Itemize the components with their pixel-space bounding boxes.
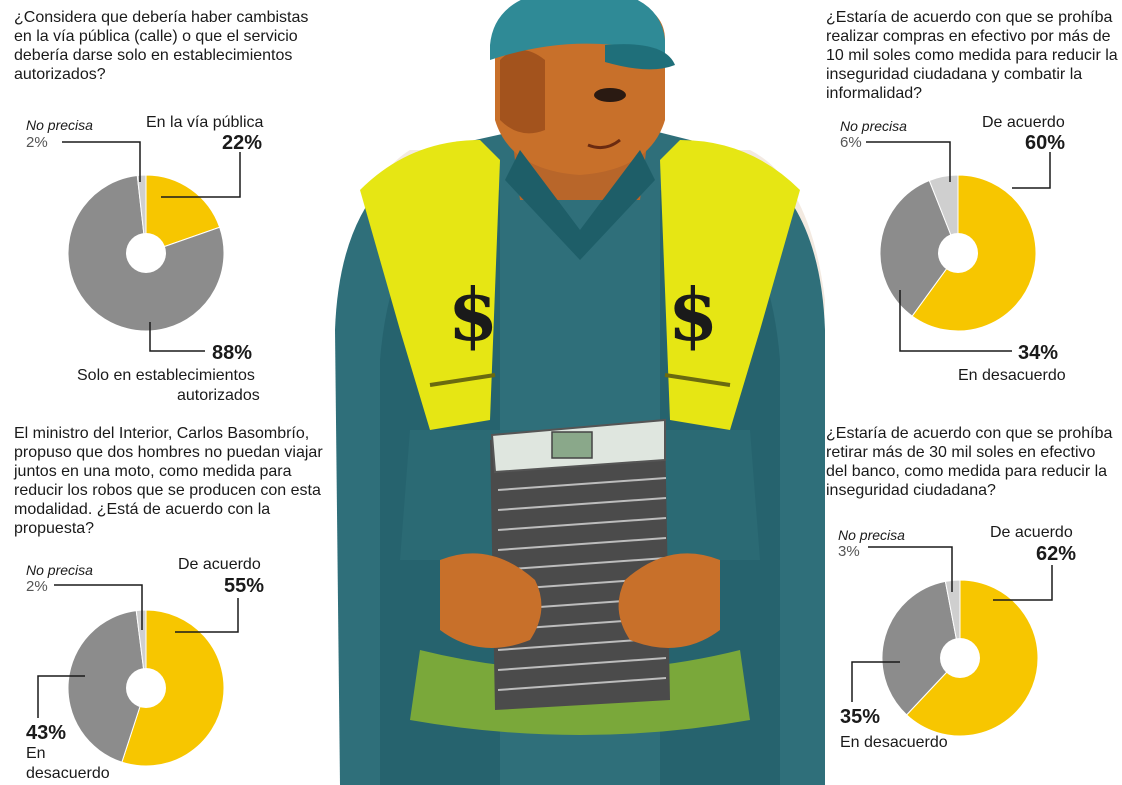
chart4-leader-yes <box>993 565 1053 601</box>
chart4-noprecisa-label: No precisa <box>838 527 905 543</box>
chart2-pie <box>879 174 1037 332</box>
chart1-leader-no <box>149 322 205 352</box>
chart1-yes-label: En la vía pública <box>146 114 264 131</box>
chart3-yes-value: 55% <box>224 575 265 597</box>
chart2-noprecisa-value: 6% <box>840 134 862 151</box>
pie-hole <box>940 638 980 678</box>
chart2-leader-yes <box>1012 152 1051 189</box>
pie-slice-no-precisa <box>928 174 959 254</box>
chart1-no-label-line1: Solo en establecimientos <box>77 367 255 384</box>
chart4-no-value: 35% <box>840 706 881 728</box>
chart2-leader-noprecisa <box>866 141 951 182</box>
chart3-yes-label: De acuerdo <box>178 556 261 573</box>
chart2-no-value: 34% <box>1018 342 1059 364</box>
chart3-leaders <box>37 584 239 718</box>
chart2-leaders <box>866 141 1051 352</box>
chart3-leader-yes <box>175 598 239 633</box>
chart4-leaders <box>851 546 1053 702</box>
chart3-no-label-line1: En <box>26 745 46 762</box>
chart4-no-label: En desacuerdo <box>840 734 948 751</box>
pie-slice-en-desacuerdo <box>67 610 147 763</box>
pie-slice-en-desacuerdo <box>879 179 959 317</box>
chart4-pie <box>881 579 1039 737</box>
chart3-pie <box>67 609 225 767</box>
chart2-yes-value: 60% <box>1025 132 1066 154</box>
money-changer-illustration: $ $ <box>335 0 825 785</box>
pie-slice-de-acuerdo <box>121 609 225 767</box>
chart2-no-label: En desacuerdo <box>958 367 1066 384</box>
dollar-sign-right: $ <box>668 272 718 357</box>
dollar-sign-left: $ <box>448 272 498 357</box>
pie-hole <box>938 233 978 273</box>
chart4-yes-label: De acuerdo <box>990 524 1073 541</box>
chart3-no-label-line2: desacuerdo <box>26 765 110 782</box>
chart1-noprecisa-value: 2% <box>26 134 48 151</box>
chart2-leader-no <box>899 290 1012 352</box>
chart3-leader-no <box>37 675 85 718</box>
chart1-yes-value: 22% <box>222 132 263 154</box>
chart3-no-value: 43% <box>26 722 67 744</box>
chart4-question: ¿Estaría de acuerdo con que se prohíba r… <box>826 425 1113 499</box>
chart1-no-label-line2: autorizados <box>177 387 260 404</box>
chart2-yes-label: De acuerdo <box>982 114 1065 131</box>
chart1-no-value: 88% <box>212 342 253 364</box>
pie-hole <box>126 233 166 273</box>
chart2-question: ¿Estaría de acuerdo con que se prohíba r… <box>826 9 1118 102</box>
chart3-question: El ministro del Interior, Carlos Basombr… <box>14 425 323 537</box>
chart4-noprecisa-value: 3% <box>838 543 860 560</box>
pie-hole <box>126 668 166 708</box>
chart1-leaders <box>62 141 241 352</box>
chart1-leader-noprecisa <box>62 141 141 182</box>
chart4-leader-noprecisa <box>868 546 953 592</box>
chart2-noprecisa-label: No precisa <box>840 118 907 134</box>
chart4-yes-value: 62% <box>1036 543 1077 565</box>
chart1-pie <box>67 174 225 332</box>
chart4-leader-no <box>851 661 900 702</box>
chart1-question: ¿Considera que debería haber cambistas e… <box>14 9 309 83</box>
chart1-leader-yes <box>161 152 241 198</box>
chart3-leader-noprecisa <box>54 584 143 630</box>
chart3-noprecisa-label: No precisa <box>26 562 93 578</box>
chart1-noprecisa-label: No precisa <box>26 117 93 133</box>
pie-slice-en-desacuerdo <box>881 580 961 716</box>
chart3-noprecisa-value: 2% <box>26 578 48 595</box>
